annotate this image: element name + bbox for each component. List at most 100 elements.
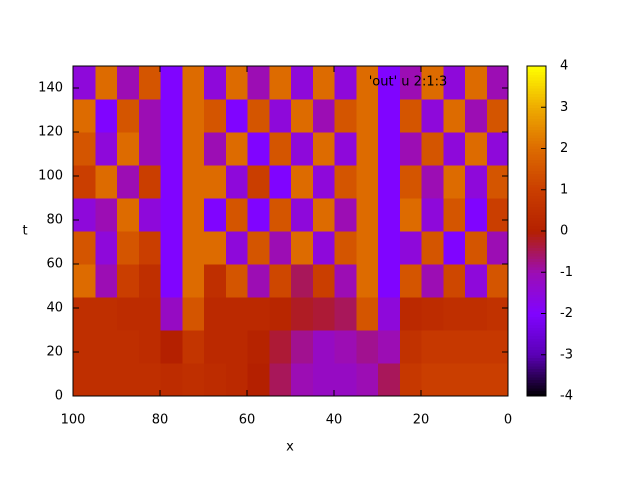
heatmap-cell	[312, 165, 335, 199]
heatmap-cell	[203, 99, 226, 133]
heatmap-cell	[312, 297, 335, 331]
heatmap-cell	[138, 297, 161, 331]
colorbar-swatch	[527, 390, 546, 394]
colorbar-tick-label: 3	[560, 100, 568, 115]
heatmap-cell	[73, 297, 96, 331]
heatmap-cell	[486, 66, 509, 100]
heatmap-cell	[268, 99, 291, 133]
colorbar-swatch	[527, 385, 546, 389]
heatmap-cell	[464, 264, 487, 298]
colorbar-swatch	[527, 151, 546, 155]
heatmap-cell	[247, 165, 270, 199]
heatmap-cell	[247, 264, 270, 298]
colorbar-swatch	[527, 77, 546, 81]
colorbar-swatch	[527, 187, 546, 191]
heatmap-cell	[312, 66, 335, 100]
heatmap-cell	[377, 264, 400, 298]
y-tick-label: 20	[46, 345, 63, 360]
heatmap-cell	[247, 363, 270, 397]
colorbar-swatch	[527, 346, 546, 350]
heatmap-cell	[181, 66, 204, 100]
heatmap-cell	[334, 330, 357, 364]
colorbar-swatch	[527, 198, 546, 202]
heatmap-cell	[486, 297, 509, 331]
heatmap-cell	[138, 66, 161, 100]
heatmap-cell	[377, 132, 400, 166]
colorbar-swatch	[527, 387, 546, 391]
heatmap-cell	[421, 264, 444, 298]
colorbar-swatch	[527, 79, 546, 83]
x-tick-label: 60	[239, 413, 256, 428]
heatmap-cell	[160, 297, 183, 331]
colorbar-swatch	[527, 184, 546, 188]
heatmap-cell	[203, 66, 226, 100]
colorbar-swatch	[527, 134, 546, 138]
colorbar-swatch	[527, 200, 546, 204]
colorbar-swatch	[527, 115, 546, 119]
heatmap-cell	[334, 231, 357, 265]
heatmap-cell	[399, 132, 422, 166]
colorbar-swatch	[527, 101, 546, 105]
heatmap-cell	[268, 297, 291, 331]
heatmap-cell	[181, 132, 204, 166]
colorbar-swatch	[527, 96, 546, 100]
heatmap-cell	[268, 363, 291, 397]
colorbar-tick-label: 4	[560, 59, 568, 74]
heatmap-cell	[486, 198, 509, 232]
colorbar-swatch	[527, 66, 546, 70]
colorbar-swatch	[527, 137, 546, 141]
heatmap-cell	[377, 66, 400, 100]
heatmap-cell	[290, 132, 313, 166]
heatmap-cell	[464, 363, 487, 397]
colorbar-swatch	[527, 154, 546, 158]
colorbar-swatch	[527, 159, 546, 163]
heatmap-cell	[399, 165, 422, 199]
heatmap-cell	[160, 99, 183, 133]
colorbar-swatch	[527, 324, 546, 328]
colorbar-swatch	[527, 126, 546, 130]
heatmap-cell	[225, 99, 248, 133]
heatmap-cell	[312, 264, 335, 298]
colorbar	[527, 66, 546, 397]
colorbar-swatch	[527, 330, 546, 334]
colorbar-swatch	[527, 321, 546, 325]
heatmap-cell	[225, 363, 248, 397]
heatmap-cell	[355, 165, 378, 199]
heatmap-cell	[116, 132, 139, 166]
colorbar-swatch	[527, 247, 546, 251]
colorbar-swatch	[527, 217, 546, 221]
heatmap-cell	[94, 99, 117, 133]
heatmap-cell	[464, 99, 487, 133]
heatmap-cell	[247, 99, 270, 133]
heatmap-cell	[181, 264, 204, 298]
colorbar-swatch	[527, 189, 546, 193]
colorbar-swatch	[527, 239, 546, 243]
colorbar-swatch	[527, 123, 546, 127]
heatmap-cell	[290, 363, 313, 397]
x-tick-label: 40	[326, 413, 343, 428]
heatmap-cell	[290, 165, 313, 199]
colorbar-tick-label: -4	[560, 389, 573, 404]
colorbar-swatch	[527, 206, 546, 210]
colorbar-swatch	[527, 82, 546, 86]
colorbar-swatch	[527, 371, 546, 375]
colorbar-swatch	[527, 222, 546, 226]
heatmap-cell	[181, 231, 204, 265]
heatmap-cell	[399, 297, 422, 331]
heatmap-cell	[203, 363, 226, 397]
heatmap-cell	[138, 231, 161, 265]
colorbar-swatch	[527, 173, 546, 177]
heatmap-cell	[203, 165, 226, 199]
colorbar-swatch	[527, 99, 546, 103]
heatmap-cell	[312, 132, 335, 166]
colorbar-swatch	[527, 302, 546, 306]
heatmap-cell	[377, 198, 400, 232]
heatmap-cell	[486, 99, 509, 133]
heatmap-cell	[138, 363, 161, 397]
colorbar-swatch	[527, 104, 546, 108]
heatmap-cell	[312, 198, 335, 232]
heatmap-cell	[247, 132, 270, 166]
heatmap-cell	[116, 165, 139, 199]
colorbar-swatch	[527, 382, 546, 386]
colorbar-swatch	[527, 176, 546, 180]
